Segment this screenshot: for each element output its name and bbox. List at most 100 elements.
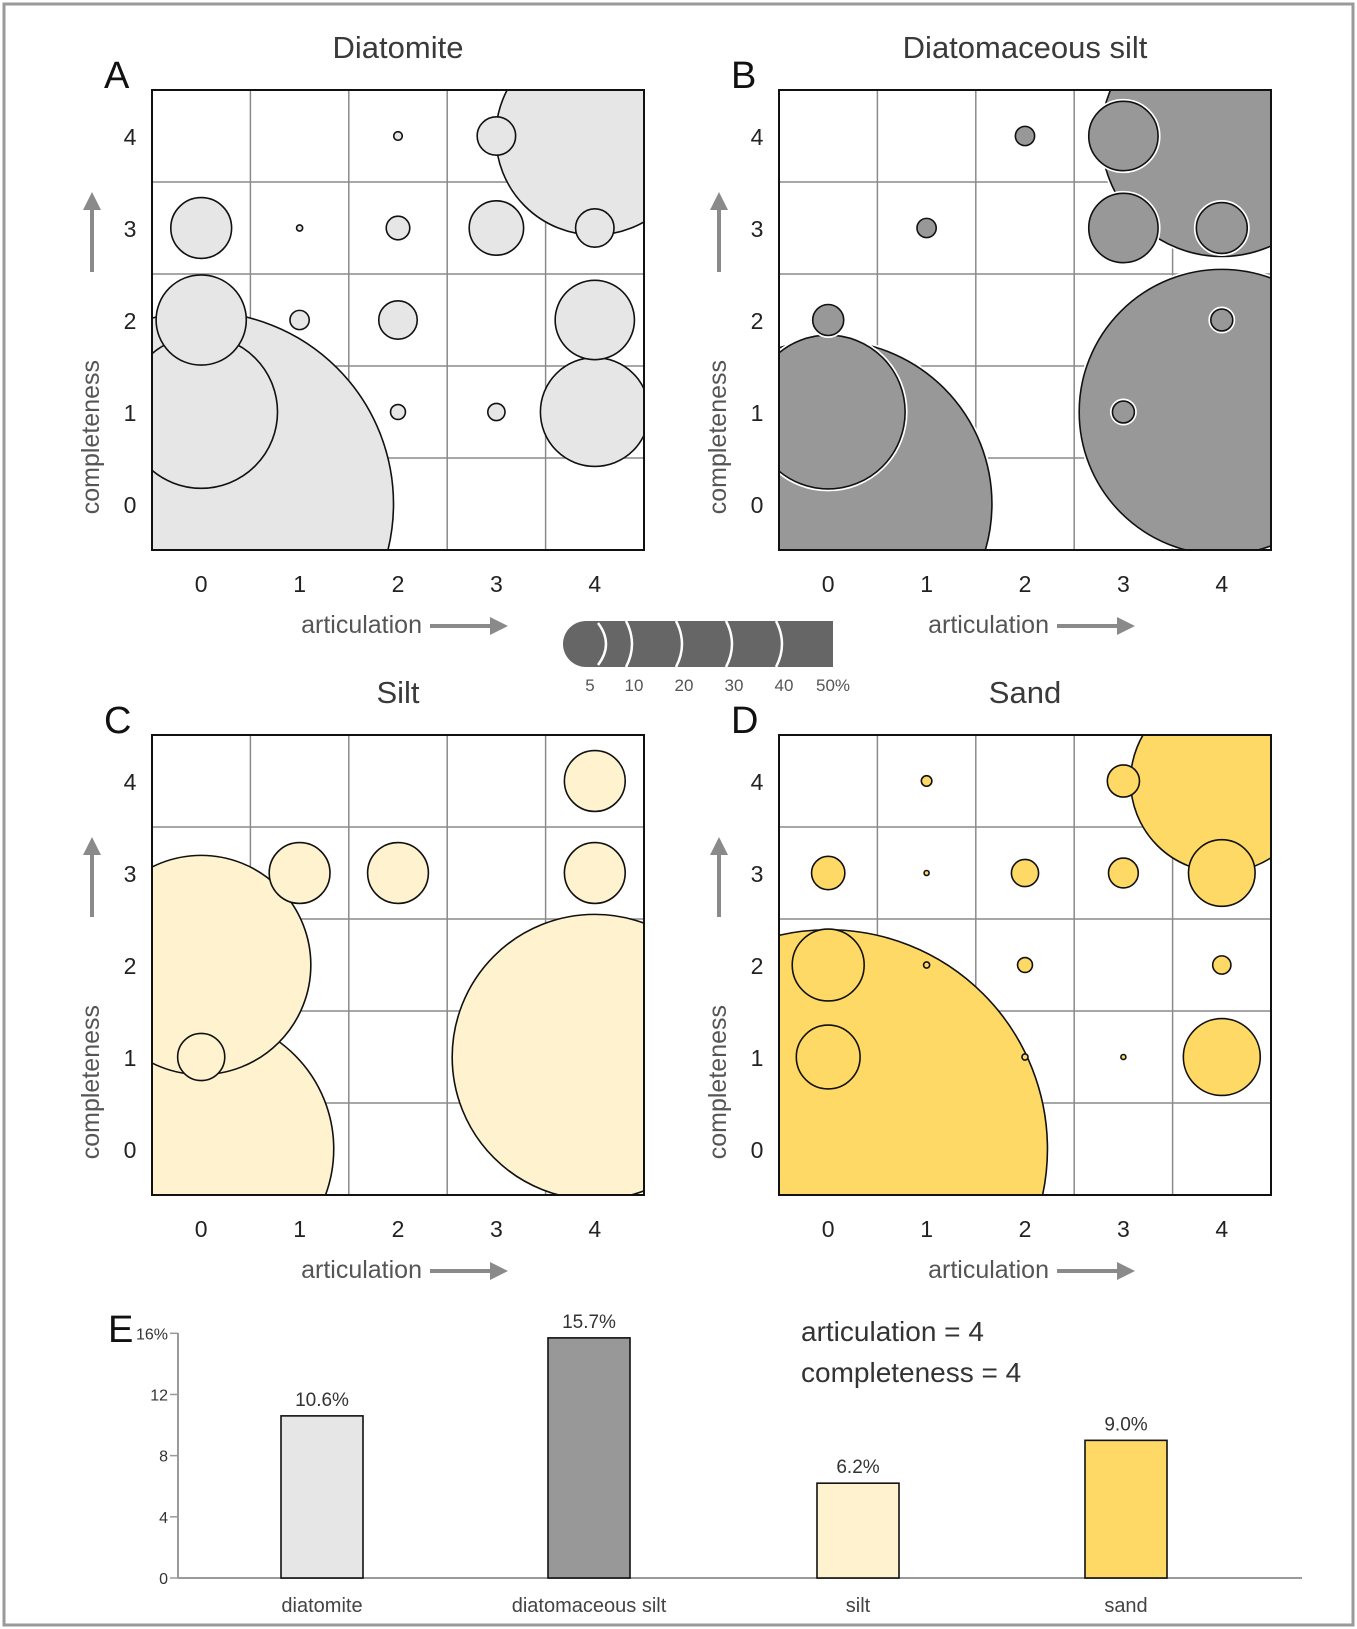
bubble-x3-y3 xyxy=(468,200,525,256)
bar-value-label: 15.7% xyxy=(562,1312,616,1333)
panel-c: C Silt 0 1 2 3 4 0 1 2 3 4 articulation completeness xyxy=(77,675,645,1284)
x-tick-label: 2 xyxy=(1019,571,1032,597)
scale-label: 20 xyxy=(675,676,694,695)
x-axis-arrow-head xyxy=(490,617,508,635)
bubble-x4-y2 xyxy=(1210,308,1234,332)
bubble-x2-y2 xyxy=(377,299,419,341)
bar-category-label: diatomite xyxy=(281,1595,362,1617)
bubble-group xyxy=(152,90,644,550)
bar-value-label: 6.2% xyxy=(836,1457,879,1478)
bubble-x2-y3 xyxy=(366,841,430,905)
scale-label: 10 xyxy=(625,676,644,695)
panel-title: Silt xyxy=(376,675,419,710)
panel-letter: C xyxy=(104,700,131,742)
bubble-x3-y3 xyxy=(1107,857,1140,889)
y-axis-label: completeness xyxy=(77,1005,105,1159)
x-axis-label: articulation xyxy=(301,611,422,639)
x-tick-label: 4 xyxy=(1215,1216,1228,1242)
y-tick-label: 3 xyxy=(751,861,764,887)
bubble-x0-y3 xyxy=(810,855,846,891)
y-tick-label: 0 xyxy=(124,1137,137,1163)
y-tick-label: 2 xyxy=(124,953,137,979)
y-axis-label: completeness xyxy=(704,360,732,514)
y-tick-label: 3 xyxy=(124,216,137,242)
bar-y-tick-label: 8 xyxy=(159,1449,168,1466)
panel-letter: A xyxy=(104,55,130,97)
y-axis-arrow-head xyxy=(710,837,728,855)
panel-letter: E xyxy=(108,1309,133,1351)
bubble-halo xyxy=(1086,98,1161,174)
bubble-x3-y1 xyxy=(1111,400,1136,424)
x-tick-label: 3 xyxy=(490,571,503,597)
bar-value-label: 10.6% xyxy=(295,1390,349,1411)
bubble-group xyxy=(152,749,644,1195)
x-tick-label: 0 xyxy=(195,571,208,597)
bubble-group xyxy=(779,90,1271,550)
panel-title: Diatomaceous silt xyxy=(903,30,1148,65)
panel-letter: B xyxy=(731,55,756,97)
plot-frame xyxy=(151,734,645,1196)
bar-y-tick-label: 0 xyxy=(159,1571,168,1588)
bubble-x1-y3 xyxy=(295,224,304,232)
scale-bar xyxy=(586,621,833,667)
bar-annotation: completeness = 4 xyxy=(801,1357,1021,1388)
x-tick-label: 3 xyxy=(1117,1216,1130,1242)
bubble-x4-y3 xyxy=(1195,201,1249,255)
bubble-x1-y2 xyxy=(922,961,931,969)
bar-category-label: sand xyxy=(1104,1595,1147,1617)
y-tick-label: 1 xyxy=(124,1045,137,1071)
bubble-x4-y4 xyxy=(563,749,627,813)
x-tick-label: 3 xyxy=(490,1216,503,1242)
scale-divider xyxy=(596,622,608,666)
y-tick-label: 1 xyxy=(124,400,137,426)
x-tick-label: 0 xyxy=(822,1216,835,1242)
scale-divider xyxy=(724,620,734,668)
bubble-x3-y3 xyxy=(1087,192,1159,264)
x-axis-arrow-head xyxy=(1117,1262,1135,1280)
y-tick-label: 0 xyxy=(751,492,764,518)
y-axis-arrow-head xyxy=(83,192,101,210)
bar-diatomite xyxy=(280,1415,364,1579)
y-tick-label: 0 xyxy=(751,1137,764,1163)
bar-category-label: silt xyxy=(846,1595,871,1617)
bubble-halo xyxy=(810,301,847,339)
bar-y-tick-label: 16% xyxy=(136,1326,168,1343)
bubble-x1-y4 xyxy=(920,774,933,788)
x-tick-label: 4 xyxy=(588,1216,601,1242)
bubble-x4-y1 xyxy=(1182,1017,1262,1097)
bubble-x2-y3 xyxy=(385,215,411,241)
bubble-x0-y1 xyxy=(176,1032,226,1082)
y-axis-label: completeness xyxy=(704,1005,732,1159)
bubble-x2-y4 xyxy=(392,130,404,142)
panel-a: A Diatomite 0 1 2 3 4 0 1 2 3 4 articulation complete… xyxy=(77,30,645,639)
x-tick-label: 3 xyxy=(1117,571,1130,597)
bubble-halo xyxy=(1086,190,1161,266)
y-tick-label: 2 xyxy=(124,308,137,334)
bubble-x0-y3 xyxy=(169,196,233,260)
scale-label: 30 xyxy=(725,676,744,695)
y-tick-label: 2 xyxy=(751,953,764,979)
x-axis-label: articulation xyxy=(928,1256,1049,1284)
size-scale-legend: 5 10 20 30 40 50% xyxy=(563,620,850,695)
y-tick-label: 4 xyxy=(751,124,764,150)
scale-bar-cap xyxy=(563,621,609,667)
bubble-x4-y3 xyxy=(563,841,627,905)
bubble-x4-y2 xyxy=(554,279,636,361)
bubble-x1-y2 xyxy=(289,309,311,331)
panel-letter: D xyxy=(731,700,758,742)
y-tick-label: 3 xyxy=(124,861,137,887)
bubble-x0-y2 xyxy=(791,928,865,1002)
scale-divider xyxy=(774,620,784,668)
scale-label: 5 xyxy=(585,676,594,695)
x-tick-label: 4 xyxy=(588,571,601,597)
bubble-x4-y1 xyxy=(451,913,644,1195)
y-tick-label: 1 xyxy=(751,1045,764,1071)
x-tick-label: 1 xyxy=(920,1216,933,1242)
bubble-x0-y1 xyxy=(795,1024,861,1090)
scale-divider xyxy=(674,620,684,668)
plot-frame xyxy=(151,89,645,551)
bubble-x4-y2 xyxy=(1211,955,1232,975)
scale-divider xyxy=(624,620,634,668)
